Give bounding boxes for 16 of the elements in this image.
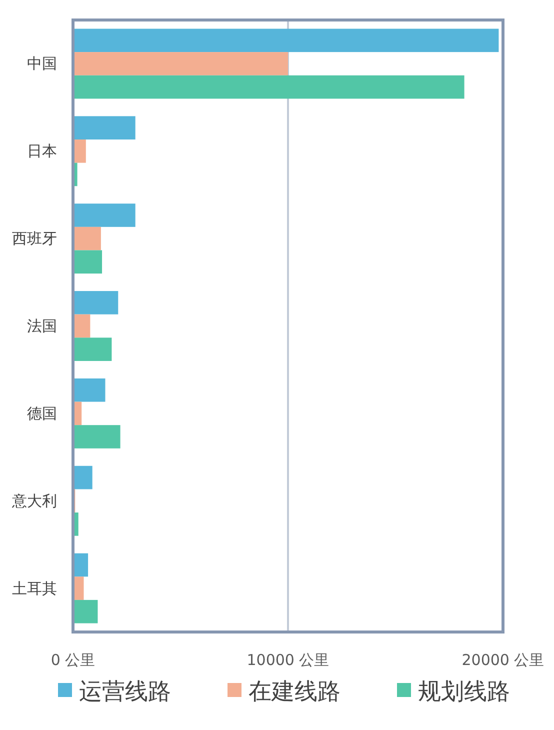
x-tick-label: 10000 公里 [246, 651, 330, 669]
legend-item: 运营线路 [58, 679, 171, 705]
y-tick-label: 法国 [27, 317, 57, 335]
y-tick-label: 日本 [27, 142, 57, 160]
legend-item: 在建线路 [228, 679, 340, 705]
y-tick-label: 西班牙 [12, 230, 57, 248]
legend-label: 规划线路 [418, 679, 510, 705]
y-tick-label: 土耳其 [12, 579, 57, 598]
legend-item: 规划线路 [397, 679, 510, 705]
legend-label: 在建线路 [248, 679, 340, 705]
legend-label: 运营线路 [79, 679, 171, 705]
y-tick-label: 中国 [27, 54, 57, 73]
x-tick-label: 0 公里 [50, 651, 96, 669]
y-tick-label: 德国 [27, 404, 57, 422]
x-tick-label: 20000 公里 [462, 651, 544, 669]
y-tick-label: 意大利 [11, 492, 57, 510]
